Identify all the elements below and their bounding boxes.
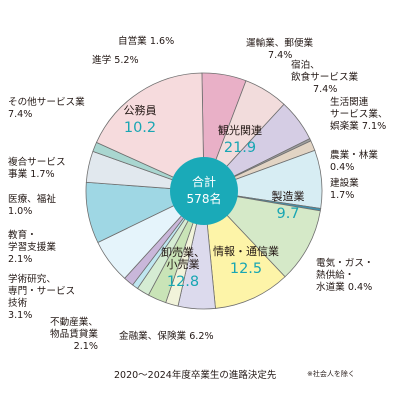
- slice-label: 不動産業、: [50, 317, 98, 328]
- slice-label: 教育・: [8, 230, 37, 241]
- slice-label: サービス業、: [330, 109, 388, 120]
- slice-label: 卸売業、: [161, 245, 205, 259]
- slice-value: 7.4%: [268, 50, 293, 61]
- chart-note: ※社会人を除く: [307, 370, 355, 378]
- slice-label-with-value: 金融業、保険業 6.2%: [119, 331, 214, 342]
- slice-label: 専門・サービス: [8, 286, 76, 297]
- slice-label: 飲食サービス業: [291, 72, 359, 83]
- slice-label: 宿泊、: [291, 60, 320, 71]
- center-total-label: 合計: [192, 174, 216, 189]
- slice-outside-label: 運輸業、郵便業 7.4%: [246, 38, 313, 62]
- slice-outside-label: 建設業 1.7%: [330, 178, 359, 202]
- slice-value: 10.2: [124, 120, 156, 136]
- slice-outside-label: 農業・林業 0.4%: [330, 150, 378, 174]
- slice-outside-label: 複合サービス 事業 1.7%: [8, 157, 66, 181]
- slice-label: 学習支援業: [8, 242, 56, 253]
- slice-outside-label: 学術研究、 専門・サービス 技術 3.1%: [8, 274, 75, 322]
- slice-label: 電気・ガス・: [316, 258, 374, 269]
- slice-value: 7.4%: [8, 109, 33, 120]
- slice-label: 小売業: [167, 258, 200, 271]
- pie-slice: [203, 189, 286, 309]
- slice-label: 生活関連: [330, 97, 369, 108]
- slice-value: 9.7: [276, 206, 299, 222]
- center-circle: [170, 157, 238, 225]
- slice-label: その他サービス業: [8, 97, 85, 108]
- slice-label: 製造業: [272, 189, 305, 203]
- slice-label-with-value: 娯楽業 7.1%: [330, 121, 387, 132]
- slice-outside-label: 金融業、保険業 6.2%: [119, 331, 214, 343]
- slice-value: 0.4%: [330, 162, 355, 173]
- slice-outside-label: 不動産業、 物品賃貸業 2.1%: [45, 317, 98, 353]
- slice-value: 12.5: [230, 261, 262, 277]
- slice-label: 建設業: [330, 178, 359, 189]
- slice-value: 12.8: [167, 274, 199, 290]
- slice-label: 複合サービス: [8, 157, 66, 168]
- slice-value: 7.4%: [313, 84, 338, 95]
- slice-outside-label: 進学 5.2%: [92, 55, 139, 67]
- slice-value: 21.9: [224, 140, 256, 156]
- slice-label-with-value: 事業 1.7%: [8, 169, 55, 180]
- slice-outside-label: 医療、福祉 1.0%: [8, 194, 56, 218]
- pie-slice: [202, 190, 321, 278]
- slice-label: 医療、福祉: [8, 194, 56, 205]
- slice-outside-label: 宿泊、 飲食サービス業 7.4%: [291, 60, 358, 96]
- slice-outside-label: 生活関連 サービス業、 娯楽業 7.1%: [330, 97, 388, 133]
- slice-label: 観光関連: [218, 123, 262, 137]
- slice-label-with-value: 進学 5.2%: [92, 55, 139, 66]
- slice-label: 学術研究、: [8, 274, 56, 285]
- slice-label-with-value: 水道業 0.4%: [316, 282, 373, 293]
- chart-caption: 2020〜2024年度卒業生の進路決定先: [114, 370, 277, 381]
- slice-label-with-value: 自営業 1.6%: [118, 36, 175, 47]
- slice-label: 情報・通信業: [213, 245, 279, 258]
- center-total-value: 578名: [187, 191, 222, 206]
- slice-label: 技術: [8, 298, 28, 309]
- slice-label: 公務員: [124, 103, 157, 117]
- slice-value: 1.0%: [8, 206, 33, 217]
- pie-slice: [95, 72, 205, 192]
- slice-value: 1.7%: [330, 190, 355, 201]
- slice-value: 3.1%: [8, 310, 33, 321]
- slice-outside-label: 教育・ 学習支援業 2.1%: [8, 230, 56, 266]
- slice-value: 2.1%: [8, 254, 33, 265]
- slice-value: 2.1%: [73, 341, 98, 352]
- slice-label: 農業・林業: [330, 150, 378, 161]
- slice-outside-label: その他サービス業 7.4%: [8, 97, 85, 121]
- slice-outside-label: 電気・ガス・ 熱供給・ 水道業 0.4%: [316, 258, 374, 294]
- slice-label: 物品賃貸業: [50, 329, 98, 340]
- slice-label: 運輸業、郵便業: [246, 38, 314, 49]
- slice-label: 熱供給・: [316, 270, 355, 281]
- slice-outside-label: 自営業 1.6%: [118, 36, 174, 48]
